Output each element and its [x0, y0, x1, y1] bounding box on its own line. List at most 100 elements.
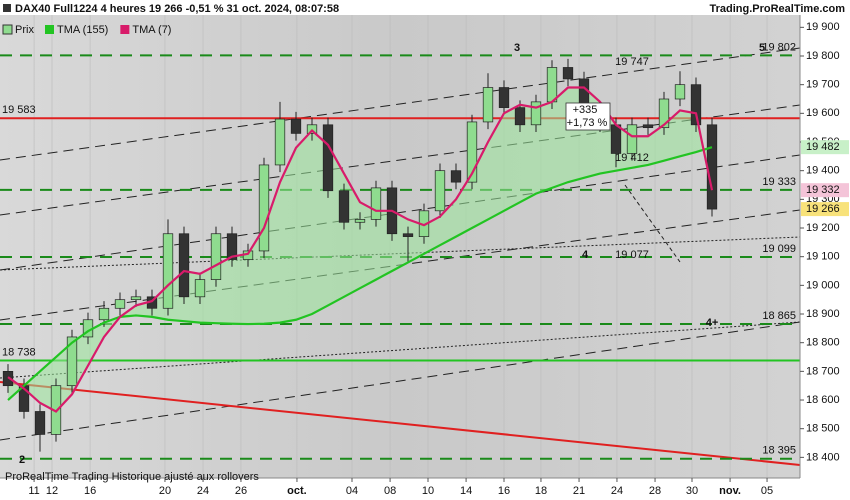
candle-body	[290, 118, 302, 134]
x-axis-bg	[0, 478, 850, 500]
level-label: 19 583	[2, 104, 36, 116]
x-tick-label: 16	[84, 485, 96, 497]
candle-body	[194, 279, 206, 298]
legend-label: TMA (7)	[132, 24, 171, 36]
x-tick-label: 08	[384, 485, 396, 497]
price-tag	[801, 140, 849, 155]
header-icon	[3, 4, 11, 12]
candle-body	[498, 87, 510, 108]
x-tick-label: 30	[686, 485, 698, 497]
price-tag-label: 19 266	[806, 203, 840, 215]
price-tag-label: 19 332	[806, 184, 840, 196]
y-tick-label: 19 400	[806, 165, 840, 177]
annotation: 19 412	[615, 152, 649, 164]
y-tick-label: 19 800	[806, 50, 840, 62]
candle-body	[562, 67, 574, 80]
candle-body	[514, 107, 526, 126]
y-tick-label: 19 700	[806, 79, 840, 91]
level-label: 19 802	[762, 41, 796, 53]
y-tick-label: 18 600	[806, 394, 840, 406]
candle-body	[626, 124, 638, 154]
x-tick-label: 26	[235, 485, 247, 497]
candle-body	[466, 121, 478, 183]
price-tag-label: 19 482	[806, 141, 840, 153]
candle-body	[546, 67, 558, 103]
candle-body	[258, 164, 270, 252]
candle-body	[178, 233, 190, 298]
candle-body	[402, 233, 414, 237]
channel-line	[0, 321, 800, 441]
header-bar	[0, 0, 850, 15]
x-tick-label: 14	[460, 485, 472, 497]
annotation: 3	[514, 42, 520, 54]
indicator-line	[7, 146, 713, 401]
candle-body	[642, 124, 654, 129]
price-tag	[801, 183, 849, 198]
legend-swatch	[120, 25, 130, 34]
channel-line	[0, 154, 800, 271]
candle-body	[34, 411, 46, 435]
x-tick-label: 24	[611, 485, 623, 497]
level-label: 19 099	[762, 243, 796, 255]
x-tick-label: 18	[535, 485, 547, 497]
indicator-line	[7, 86, 714, 413]
candle-body	[226, 233, 238, 260]
candle-body	[354, 219, 366, 223]
level-label: 19 333	[762, 176, 796, 188]
candle-body	[98, 307, 110, 321]
x-tick-label: nov.	[719, 485, 741, 497]
channel-line	[0, 47, 800, 161]
candle-body	[706, 124, 718, 210]
y-tick-label: 18 800	[806, 337, 840, 349]
candle-body	[658, 98, 670, 129]
x-tick-label: 05	[761, 485, 773, 497]
price-tag	[801, 202, 849, 217]
candle-body	[210, 233, 222, 280]
candle-body	[674, 84, 686, 100]
y-tick-label: 19 000	[806, 279, 840, 291]
annotation: +335	[573, 104, 598, 116]
candle-body	[530, 101, 542, 126]
y-tick-label: 18 400	[806, 451, 840, 463]
annotation: 2	[19, 454, 25, 466]
level-label: 18 395	[762, 445, 796, 457]
trendlines	[0, 47, 800, 466]
annotation: 4	[582, 249, 589, 261]
candle-body	[690, 84, 702, 126]
y-tick-label: 19 900	[806, 21, 840, 33]
y-tick-label: 18 900	[806, 308, 840, 320]
candle-body	[274, 118, 286, 166]
level-label: 18 865	[762, 310, 796, 322]
x-tick-label: 24	[197, 485, 209, 497]
x-tick-label: 20	[159, 485, 171, 497]
x-tick-label: 16	[498, 485, 510, 497]
y-tick-label: 19 600	[806, 107, 840, 119]
source: Trading.ProRealTime.com	[709, 3, 845, 15]
dotted-line	[624, 184, 681, 263]
y-tick-label: 18 500	[806, 423, 840, 435]
candle-body	[162, 233, 174, 309]
y-tick-label: 18 700	[806, 365, 840, 377]
annotation-box	[565, 102, 611, 131]
legend-swatch	[45, 25, 54, 34]
fill-area	[8, 87, 712, 412]
annotation: 4+	[706, 317, 719, 329]
candle-body	[434, 170, 446, 212]
annotation: 5	[759, 42, 765, 54]
legend-swatch	[2, 24, 13, 35]
annotation: 19 077	[615, 249, 649, 261]
annotation: 19 747	[615, 56, 649, 68]
candle-body	[322, 124, 334, 192]
x-tick-label: 10	[422, 485, 434, 497]
red-trendline	[0, 381, 800, 466]
candle-body	[338, 190, 350, 223]
y-tick-label: 19 100	[806, 251, 840, 263]
y-tick-label: 19 200	[806, 222, 840, 234]
annotation: +1,73 %	[567, 117, 608, 129]
candle-body	[610, 124, 622, 154]
x-tick-label: oct.	[287, 485, 307, 497]
x-tick-label: 04	[346, 485, 358, 497]
candle-body	[130, 296, 142, 301]
candle-body	[370, 187, 382, 220]
legend-label: Prix	[15, 24, 34, 36]
